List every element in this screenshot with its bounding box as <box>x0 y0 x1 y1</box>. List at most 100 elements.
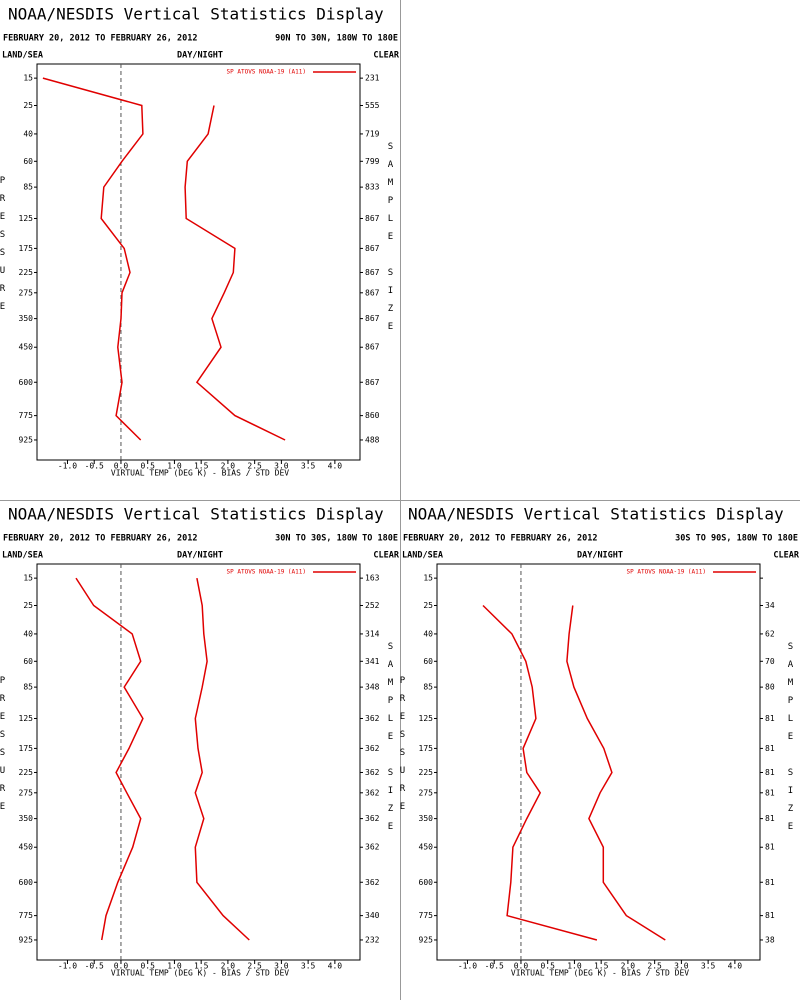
sample-size: 555 <box>365 101 380 110</box>
x-tick-label: 0.0 <box>514 962 529 971</box>
region: 90N TO 30N, 180W TO 180E <box>275 34 398 44</box>
sample-size: 252 <box>365 601 380 610</box>
y-tick-label: 60 <box>23 157 33 166</box>
x-tick-label: 1.5 <box>594 962 609 971</box>
sample-size: 867 <box>365 214 380 223</box>
legend-label: SP ATOVS NOAA-19 (A11) <box>627 569 706 576</box>
y-tick-label: 450 <box>19 843 34 852</box>
x-tick-label: 1.0 <box>167 462 182 471</box>
std-dev-line <box>566 605 666 941</box>
size-label: SAMPLE SIZE <box>386 142 396 340</box>
date-range: FEBRUARY 20, 2012 TO FEBRUARY 26, 2012 <box>3 534 197 544</box>
y-tick-label: 925 <box>19 435 34 444</box>
y-tick-label: 350 <box>19 814 34 823</box>
sample-size: 362 <box>365 744 380 753</box>
x-tick-label: -1.0 <box>58 462 77 471</box>
land-sea: LAND/SEA <box>2 51 43 61</box>
panel: NOAA/NESDIS Vertical Statistics Display F… <box>0 505 400 978</box>
sample-size: 341 <box>365 657 380 666</box>
y-tick-label: 775 <box>19 411 34 420</box>
y-tick-label: 225 <box>19 268 34 277</box>
title: NOAA/NESDIS Vertical Statistics Display <box>8 5 384 24</box>
y-tick-label: 40 <box>23 629 33 638</box>
x-tick-label: 2.5 <box>247 462 262 471</box>
y-tick-label: 775 <box>419 911 434 920</box>
y-tick-label: 600 <box>19 378 34 387</box>
y-tick-label: 225 <box>19 768 34 777</box>
size-label: SAMPLE SIZE <box>786 642 796 840</box>
y-axis-label: PRESSURE <box>398 676 408 820</box>
x-tick-label: 0.5 <box>140 462 155 471</box>
sample-size: 62 <box>765 629 775 638</box>
y-tick-label: 175 <box>419 744 434 753</box>
x-tick-label: 1.5 <box>194 462 209 471</box>
sample-size: 860 <box>365 411 380 420</box>
x-tick-label: 1.0 <box>567 962 582 971</box>
x-tick-label: 2.5 <box>647 962 662 971</box>
x-tick-label: 0.5 <box>540 962 555 971</box>
sample-size: 81 <box>765 843 775 852</box>
day-night: DAY/NIGHT <box>177 51 223 61</box>
sample-size: 362 <box>365 788 380 797</box>
panel: NOAA/NESDIS Vertical Statistics Display F… <box>398 505 800 978</box>
x-tick-label: 3.5 <box>701 962 716 971</box>
day-night: DAY/NIGHT <box>177 551 223 561</box>
bias-line <box>482 604 598 941</box>
bias-line <box>42 77 144 441</box>
region: 30N TO 30S, 180W TO 180E <box>275 534 398 544</box>
sample-size: 867 <box>365 378 380 387</box>
sample-size: 81 <box>765 714 775 723</box>
x-tick-label: 2.0 <box>221 462 236 471</box>
clear: CLEAR <box>773 551 799 561</box>
x-tick-label: 3.5 <box>301 462 316 471</box>
clear: CLEAR <box>373 551 399 561</box>
y-axis-label: PRESSURE <box>0 676 8 820</box>
y-tick-label: 25 <box>423 601 433 610</box>
size-label: SAMPLE SIZE <box>386 642 396 840</box>
y-tick-label: 15 <box>23 74 33 83</box>
x-tick-label: -0.5 <box>485 962 504 971</box>
y-tick-label: 40 <box>23 129 33 138</box>
y-tick-label: 350 <box>19 314 34 323</box>
y-tick-label: 600 <box>19 878 34 887</box>
y-tick-label: 15 <box>23 574 33 583</box>
y-tick-label: 350 <box>419 814 434 823</box>
sample-size: 867 <box>365 343 380 352</box>
y-tick-label: 275 <box>19 288 34 297</box>
sample-size: 867 <box>365 268 380 277</box>
date-range: FEBRUARY 20, 2012 TO FEBRUARY 26, 2012 <box>403 534 597 544</box>
sample-size: 80 <box>765 683 775 692</box>
y-tick-label: 85 <box>423 683 433 692</box>
clear: CLEAR <box>373 51 399 61</box>
sample-size: 867 <box>365 288 380 297</box>
x-tick-label: 0.0 <box>114 962 129 971</box>
y-tick-label: 775 <box>19 911 34 920</box>
y-tick-label: 225 <box>419 768 434 777</box>
y-tick-label: 15 <box>423 574 433 583</box>
sample-size: 81 <box>765 768 775 777</box>
sample-size: 362 <box>365 768 380 777</box>
x-axis-label: VIRTUAL TEMP (DEG K) - BIAS / STD DEV <box>511 969 689 978</box>
y-tick-label: 600 <box>419 878 434 887</box>
sample-size: 833 <box>365 183 380 192</box>
sample-size: 34 <box>765 601 775 610</box>
y-tick-label: 85 <box>23 683 33 692</box>
x-tick-label: 3.5 <box>301 962 316 971</box>
y-tick-label: 175 <box>19 244 34 253</box>
x-tick-label: 4.0 <box>728 962 743 971</box>
panel: NOAA/NESDIS Vertical Statistics Display F… <box>0 5 400 478</box>
x-tick-label: 4.0 <box>328 462 343 471</box>
sample-size: 38 <box>765 935 775 944</box>
y-axis-label: PRESSURE <box>0 176 8 320</box>
plot-frame <box>436 563 761 961</box>
x-tick-label: 2.0 <box>221 962 236 971</box>
std-dev-line <box>194 577 250 941</box>
x-tick-label: -0.5 <box>85 462 104 471</box>
x-tick-label: -0.5 <box>85 962 104 971</box>
x-tick-label: 0.5 <box>140 962 155 971</box>
sample-size: 362 <box>365 714 380 723</box>
sample-size: 81 <box>765 814 775 823</box>
y-tick-label: 275 <box>19 788 34 797</box>
sample-size: 70 <box>765 657 775 666</box>
legend-label: SP ATOVS NOAA-19 (A11) <box>227 569 306 576</box>
